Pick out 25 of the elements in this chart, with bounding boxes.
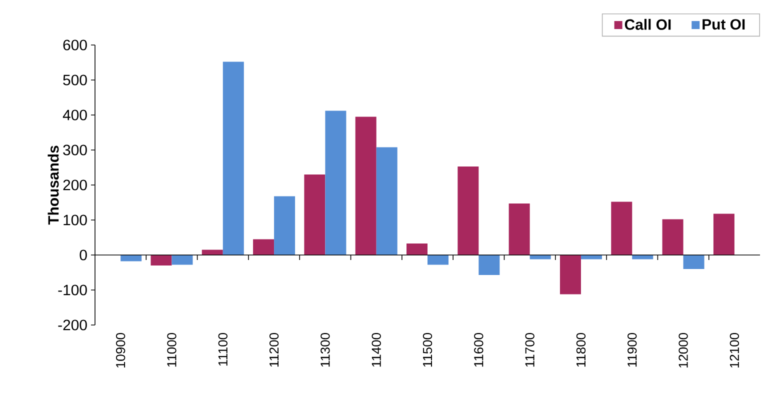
y-tick-label: 400 <box>62 110 87 120</box>
x-tick-label: 12100 <box>730 333 740 368</box>
x-tick-label: 12000 <box>678 333 688 368</box>
x-tick-label: 11500 <box>422 333 432 367</box>
y-tick-label: 600 <box>63 40 87 50</box>
legend-label: Put OI <box>702 19 745 30</box>
x-tick-label: 10900 <box>116 333 126 368</box>
x-tick-label: 11100 <box>218 333 228 366</box>
y-tick-label: -200 <box>58 320 87 330</box>
x-tick-label: 11200 <box>269 333 279 367</box>
x-tick-label: 11400 <box>372 333 381 367</box>
x-tick-label: 11000 <box>167 333 176 367</box>
x-tick-label: 11800 <box>576 333 586 367</box>
y-tick-label: 0 <box>80 250 87 260</box>
x-tick-label: 11700 <box>525 333 534 367</box>
y-tick-label: -100 <box>58 284 87 296</box>
y-tick-label: 200 <box>63 180 87 190</box>
y-tick-label: 100 <box>64 214 87 226</box>
y-tick-label: 500 <box>63 74 87 86</box>
y-axis-title: Thousands <box>48 146 59 225</box>
x-tick-label: 11300 <box>320 333 330 367</box>
x-tick-label: 11600 <box>474 333 484 367</box>
x-tick-label: 11900 <box>628 333 637 367</box>
legend-label: Call OI <box>624 18 671 30</box>
y-tick-label: 300 <box>63 144 87 156</box>
